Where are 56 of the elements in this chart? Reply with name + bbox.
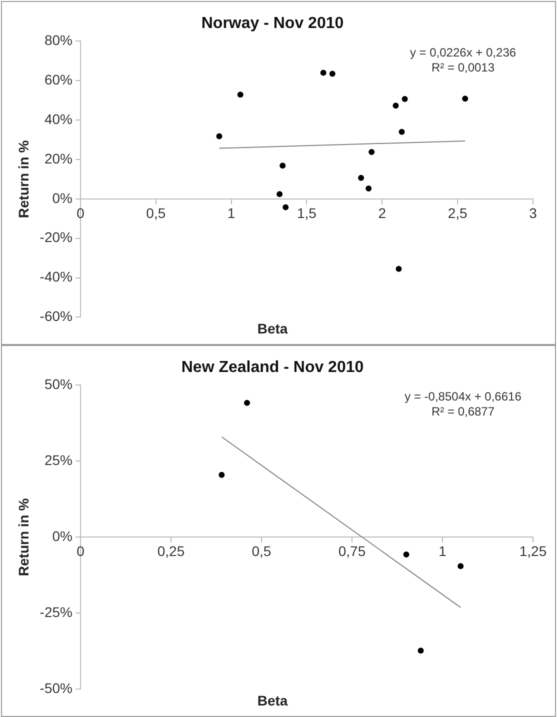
point	[462, 96, 468, 102]
y-tick-label: 20%	[44, 150, 72, 166]
point	[398, 128, 405, 135]
point	[368, 148, 375, 155]
point	[218, 472, 225, 478]
x-tick-label: 1	[438, 543, 447, 560]
y-tick-label: 25%	[44, 452, 72, 468]
chart-title: Norway - Nov 2010	[201, 15, 344, 32]
y-tick-label: 50%	[44, 376, 72, 392]
y-tick-label: 60%	[44, 71, 72, 88]
y-tick-label: -60%	[40, 308, 72, 324]
y-axis-title: Return in %	[15, 140, 32, 218]
x-tick-label: 2,5	[448, 204, 468, 221]
y-tick-label: 0%	[52, 190, 72, 206]
point	[237, 92, 244, 98]
point	[402, 96, 408, 102]
point	[396, 266, 402, 272]
point	[280, 162, 286, 169]
y-tick-label: -25%	[40, 604, 72, 620]
x-tick-label: 0,25	[157, 543, 185, 560]
annotation: y = -0,8504x + 0,6616	[404, 390, 522, 404]
y-tick-label: 80%	[44, 32, 72, 48]
x-tick-label: 0,75	[338, 543, 366, 560]
x-tick-label: 1,25	[519, 543, 547, 560]
point	[392, 102, 399, 109]
x-tick-label: 0,5	[252, 543, 272, 560]
y-axis-title: Return in %	[15, 498, 32, 576]
y-tick-label: 40%	[44, 110, 72, 127]
annotation: R² = 0,0013	[431, 60, 495, 75]
x-tick-label: 3	[529, 204, 538, 221]
point	[320, 70, 326, 76]
point	[329, 70, 336, 77]
x-tick-label: 1	[227, 204, 236, 221]
point	[366, 185, 372, 192]
point	[358, 174, 364, 181]
point	[276, 191, 283, 198]
x-tick-label: 0	[76, 543, 85, 560]
point	[282, 204, 289, 210]
annotation: R² = 0,6877	[431, 404, 495, 419]
point	[403, 552, 410, 558]
x-tick-label: 1,5	[297, 204, 317, 221]
chart-title: New Zealand - Nov 2010	[181, 359, 364, 376]
point	[244, 400, 250, 406]
annotation: y = 0,0226x + 0,236	[410, 46, 516, 60]
x-axis-title: Beta	[257, 320, 288, 336]
x-tick-label: 2	[378, 204, 386, 221]
point	[418, 648, 424, 654]
x-axis-title: Beta	[257, 692, 288, 708]
x-tick-label: 0	[76, 204, 85, 221]
x-tick-label: 0,5	[146, 204, 166, 221]
point	[458, 563, 464, 570]
point	[216, 133, 222, 140]
y-tick-label: -50%	[40, 680, 72, 696]
y-tick-label: 0%	[52, 528, 72, 544]
y-tick-label: -20%	[40, 229, 72, 246]
y-tick-label: -40%	[40, 268, 72, 285]
